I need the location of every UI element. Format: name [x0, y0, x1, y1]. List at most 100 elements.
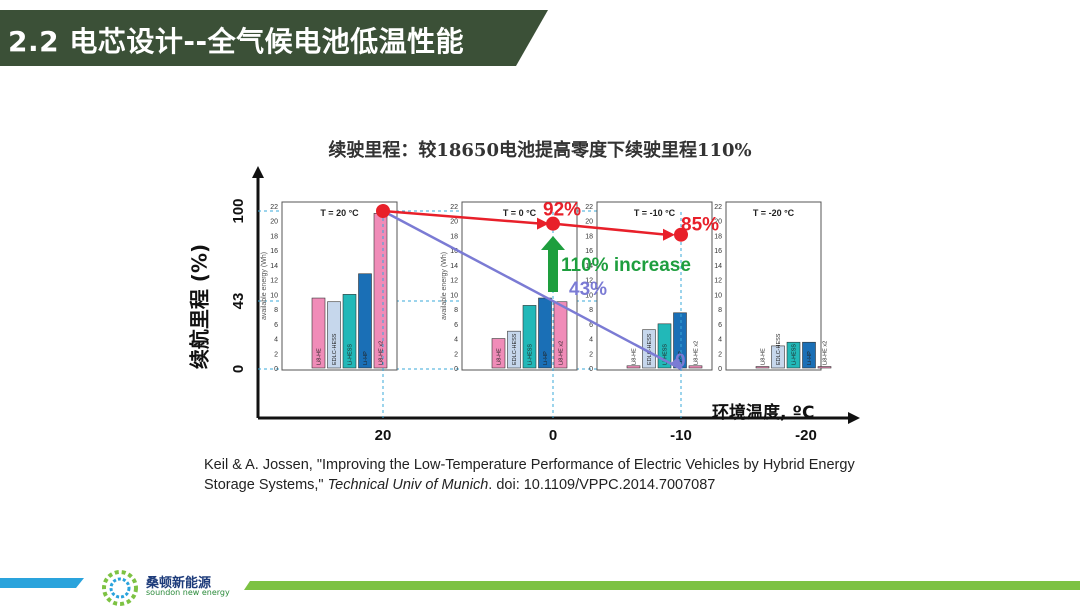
- blue-series-label-43: 43%: [569, 279, 607, 300]
- inset-bar: [553, 301, 568, 369]
- x-tick-label: 0: [549, 427, 557, 444]
- inset-title: T = -20 °C: [753, 208, 795, 218]
- inset-bar: [358, 273, 372, 369]
- red-series-label-85: 85%: [681, 215, 719, 236]
- inset-tick-label: 6: [718, 322, 722, 329]
- inset-tick-label: 2: [718, 351, 722, 358]
- inset-tick-label: 20: [585, 219, 593, 226]
- inset-bar: [507, 330, 521, 369]
- increase-arrow-head: [541, 236, 565, 250]
- inset-tick-label: 20: [270, 219, 278, 226]
- red-series-line: [552, 222, 668, 236]
- inset-bar: [657, 323, 672, 369]
- inset-tick-label: 2: [454, 351, 458, 358]
- inset-tick-label: 8: [454, 307, 458, 314]
- inset-tick-label: 8: [589, 307, 593, 314]
- inset-title: T = 20 °C: [320, 208, 359, 218]
- blue-series-label-0: 0: [675, 351, 686, 372]
- x-axis-label: 环境温度, ºC: [712, 403, 815, 423]
- blue-series-arrowhead: [671, 357, 683, 369]
- citation-italic: Technical Univ of Munich: [327, 477, 489, 493]
- inset-bar-label: Li-HP: [807, 351, 813, 365]
- inset-tick-label: 16: [714, 248, 722, 255]
- inset-bar: [311, 297, 326, 369]
- inset-bar-label: Li8-HE: [497, 348, 503, 365]
- inset-tick-label: 6: [274, 322, 278, 329]
- inset-tick-label: 22: [585, 204, 593, 211]
- red-series-point: [546, 216, 560, 231]
- inset-bar-label: Li-HESS: [792, 344, 798, 365]
- inset-tick-label: 12: [585, 278, 593, 285]
- y-tick-label: 43: [230, 293, 247, 310]
- inset-bar: [786, 341, 801, 369]
- inset-tick-label: 0: [589, 366, 593, 373]
- inset-tick-label: 22: [270, 204, 278, 211]
- red-series-arrowhead: [663, 228, 675, 241]
- inset-bar: [688, 365, 703, 369]
- inset-title: T = -10 °C: [634, 208, 676, 218]
- inset-title: T = 0 °C: [503, 208, 537, 218]
- inset-tick-label: 4: [274, 337, 278, 344]
- increase-arrow-shaft: [548, 248, 558, 292]
- inset-bar: [755, 366, 770, 369]
- inset-tick-label: 8: [274, 307, 278, 314]
- inset-tick-label: 4: [589, 337, 593, 344]
- inset-bar: [327, 301, 341, 369]
- inset-tick-label: 0: [274, 366, 278, 373]
- inset-bar-label: Li8-HE x2: [559, 341, 565, 365]
- brand-logo-icon: [102, 570, 138, 606]
- inset-bar-label: Li8-HE: [761, 348, 767, 365]
- inset-bar-label: Li-HP: [363, 351, 369, 365]
- inset-tick-label: 10: [270, 292, 278, 299]
- x-tick-label: -10: [670, 427, 692, 444]
- inset-bar-label: EDLC-HESS: [512, 333, 518, 365]
- red-series-line: [382, 209, 542, 225]
- inset-bar: [491, 338, 506, 369]
- inset-tick-label: 18: [270, 233, 278, 240]
- inset-bar-label: Li-HESS: [663, 344, 669, 365]
- blue-series-line: [382, 209, 682, 371]
- inset-tick-label: 0: [454, 366, 458, 373]
- title-banner: [0, 10, 548, 66]
- inset-tick-label: 20: [714, 219, 722, 226]
- y-tick-label: 100: [230, 198, 247, 223]
- inset-bar: [342, 294, 357, 369]
- footer-blue-stripe: [0, 578, 84, 588]
- citation-tail: . doi: 10.1109/VPPC.2014.7007087: [488, 477, 716, 493]
- red-series-point: [376, 204, 390, 218]
- inset-bar: [522, 305, 537, 369]
- inset-tick-label: 18: [450, 233, 458, 240]
- citation: Keil & A. Jossen, "Improving the Low-Tem…: [204, 455, 904, 495]
- x-axis-arrow: [848, 412, 860, 424]
- inset-tick-label: 10: [450, 292, 458, 299]
- inset-bar-label: EDLC-HESS: [647, 333, 653, 365]
- inset-bar: [771, 345, 785, 369]
- inset-tick-label: 10: [585, 292, 593, 299]
- inset-bar-label: Li8-HE: [317, 348, 323, 365]
- inset-tick-label: 14: [714, 263, 722, 270]
- inset-bar-label: Li8-HE x2: [379, 341, 385, 365]
- inset-bar-label: Li8-HE: [632, 348, 638, 365]
- inset-tick-label: 14: [585, 263, 593, 270]
- inset-bar: [626, 365, 641, 369]
- inset-bar-label: Li-HESS: [348, 344, 354, 365]
- inset-tick-label: 12: [270, 278, 278, 285]
- inset-tick-label: 12: [714, 278, 722, 285]
- inset-bar-label: Li8-HE x2: [694, 341, 700, 365]
- inset-tick-label: 0: [718, 366, 722, 373]
- inset-bar-label: EDLC-HESS: [776, 333, 782, 365]
- inset-tick-label: 18: [585, 233, 593, 240]
- inset-tick-label: 6: [454, 322, 458, 329]
- red-series-point: [674, 227, 688, 242]
- x-tick-label: 20: [375, 427, 392, 444]
- chart-title: 续驶里程：较18650电池提高零度下续驶里程110%: [328, 140, 752, 161]
- y-axis-arrow: [252, 166, 264, 178]
- red-series-label-92: 92%: [543, 200, 581, 221]
- inset-bar: [817, 366, 832, 369]
- y-axis-label: 续航里程 (%): [187, 243, 212, 370]
- inset-tick-label: 6: [589, 322, 593, 329]
- inset-axis-label: available energy (Wh): [261, 252, 268, 320]
- inset-bar-label: Li8-HE x2: [823, 341, 829, 365]
- inset-bar: [802, 341, 816, 369]
- y-tick-label: 0: [230, 365, 247, 373]
